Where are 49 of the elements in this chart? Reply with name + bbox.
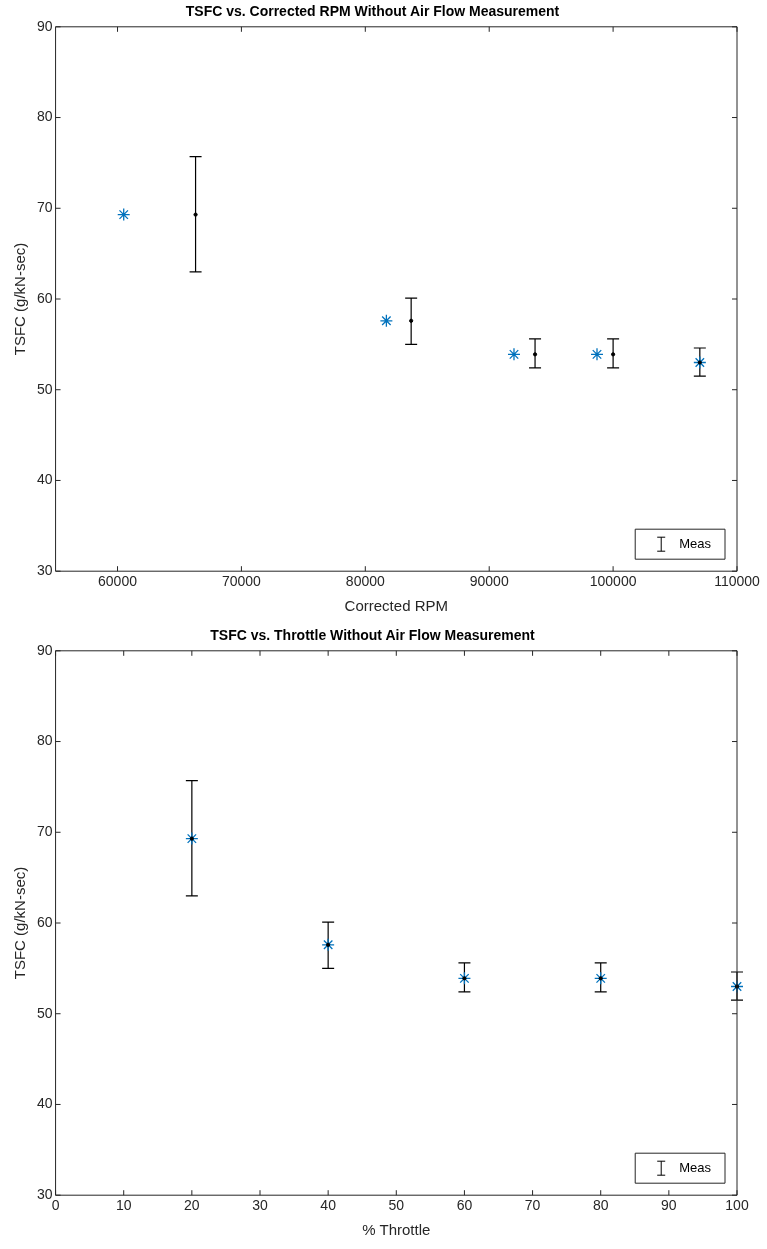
x-tick-label: 70000 — [221, 573, 262, 590]
y-tick-label: 90 — [36, 641, 53, 658]
y-tick-label: 30 — [36, 562, 53, 579]
x-tick-label: 30 — [252, 1197, 268, 1214]
x-tick-label: 100 — [725, 1197, 749, 1214]
y-tick-label: 60 — [36, 913, 53, 930]
point — [117, 207, 131, 222]
point — [730, 979, 744, 994]
point — [507, 347, 521, 361]
y-tick-label: 50 — [36, 1004, 53, 1021]
y-tick-label: 40 — [36, 471, 53, 488]
x-tick-label: 100000 — [589, 573, 637, 590]
x-tick-label: 40 — [320, 1197, 337, 1214]
y-tick-label: 90 — [36, 17, 53, 34]
x-axis-title: % Throttle — [362, 1221, 431, 1239]
x-tick-label: 90000 — [469, 573, 509, 590]
legend-label: Meas — [679, 535, 712, 551]
y-axis-title: TSFC (g/kN-sec) — [11, 242, 29, 356]
x-tick-label: 80 — [592, 1197, 609, 1214]
point — [693, 355, 707, 370]
x-tick-label: 10 — [115, 1197, 132, 1214]
y-axis-title: TSFC (g/kN-sec) — [11, 866, 29, 980]
chart-title: TSFC vs. Corrected RPM Without Air Flow Measurement — [185, 3, 560, 20]
x-tick-label: 90 — [661, 1197, 677, 1214]
x-tick-label: 110000 — [714, 573, 761, 590]
chart-title: TSFC vs. Throttle Without Air Flow Measurement — [210, 627, 536, 644]
y-tick-label: 40 — [36, 1095, 53, 1112]
point — [379, 314, 394, 328]
x-tick-label: 0 — [51, 1197, 60, 1214]
x-axis-title: Corrected RPM — [344, 597, 448, 615]
x-tick-label: 50 — [388, 1197, 405, 1214]
y-tick-label: 70 — [36, 199, 53, 216]
y-tick-label: 60 — [36, 289, 53, 306]
point — [457, 971, 472, 985]
x-tick-label: 80000 — [345, 573, 385, 590]
y-tick-label: 30 — [36, 1186, 53, 1203]
point — [594, 971, 608, 985]
y-tick-label: 80 — [36, 108, 53, 125]
y-tick-label: 70 — [36, 823, 53, 840]
legend-label: Meas — [679, 1159, 712, 1175]
point — [590, 347, 604, 361]
point — [321, 938, 335, 952]
point — [185, 831, 199, 846]
y-tick-label: 80 — [36, 732, 53, 749]
x-tick-label: 20 — [184, 1197, 200, 1214]
y-tick-label: 50 — [36, 380, 53, 397]
x-tick-label: 70 — [524, 1197, 541, 1214]
x-tick-label: 60000 — [98, 573, 138, 590]
x-tick-label: 60 — [456, 1197, 473, 1214]
